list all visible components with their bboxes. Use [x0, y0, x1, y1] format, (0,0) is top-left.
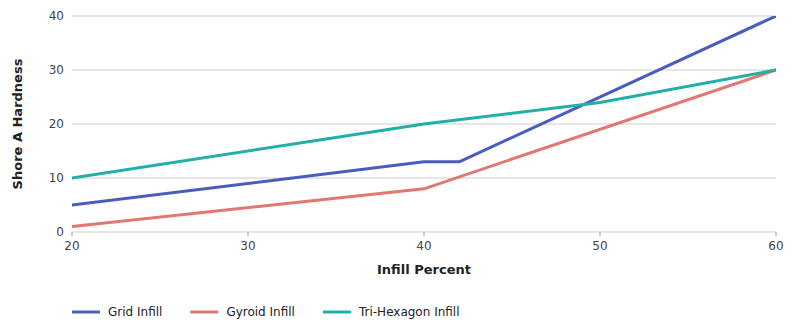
x-axis: 20 30 40 50 60: [64, 232, 783, 253]
x-tick-label: 20: [64, 239, 79, 253]
x-tick-label: 40: [416, 239, 431, 253]
x-tick: [600, 232, 601, 236]
series-line: [72, 70, 776, 178]
legend-label: Grid Infill: [108, 305, 162, 319]
x-tick: [776, 232, 777, 236]
y-tick-label: 30: [49, 63, 64, 77]
series-line: [72, 16, 776, 205]
x-tick-label: 60: [768, 239, 783, 253]
y-axis-label: Shore A Hardness: [10, 58, 25, 189]
legend-swatch: [72, 311, 100, 314]
legend-label: Gyroid Infill: [226, 305, 295, 319]
x-tick: [72, 232, 73, 236]
series-line: [72, 70, 776, 227]
x-tick: [248, 232, 249, 236]
legend-label: Tri-Hexagon Infill: [358, 305, 460, 319]
y-tick-label: 20: [49, 117, 64, 131]
y-tick-label: 0: [56, 225, 64, 239]
y-axis: 0 10 20 30 40: [49, 9, 776, 239]
chart: 0 10 20 30 40 20 30 40 50 60 Infill Percent Shore A…: [0, 0, 800, 328]
x-axis-label: Infill Percent: [377, 262, 471, 277]
x-tick: [424, 232, 425, 236]
x-tick-label: 30: [240, 239, 255, 253]
plot-lines: [72, 16, 776, 227]
grid-line: [72, 70, 776, 71]
grid-line: [72, 178, 776, 179]
y-tick-label: 40: [49, 9, 64, 23]
legend-swatch: [190, 311, 218, 314]
legend-swatch: [323, 311, 351, 314]
y-tick-label: 10: [49, 171, 64, 185]
x-tick-label: 50: [592, 239, 607, 253]
legend: Grid Infill Gyroid Infill Tri-Hexagon Infi…: [72, 305, 460, 319]
grid-line: [72, 16, 776, 17]
